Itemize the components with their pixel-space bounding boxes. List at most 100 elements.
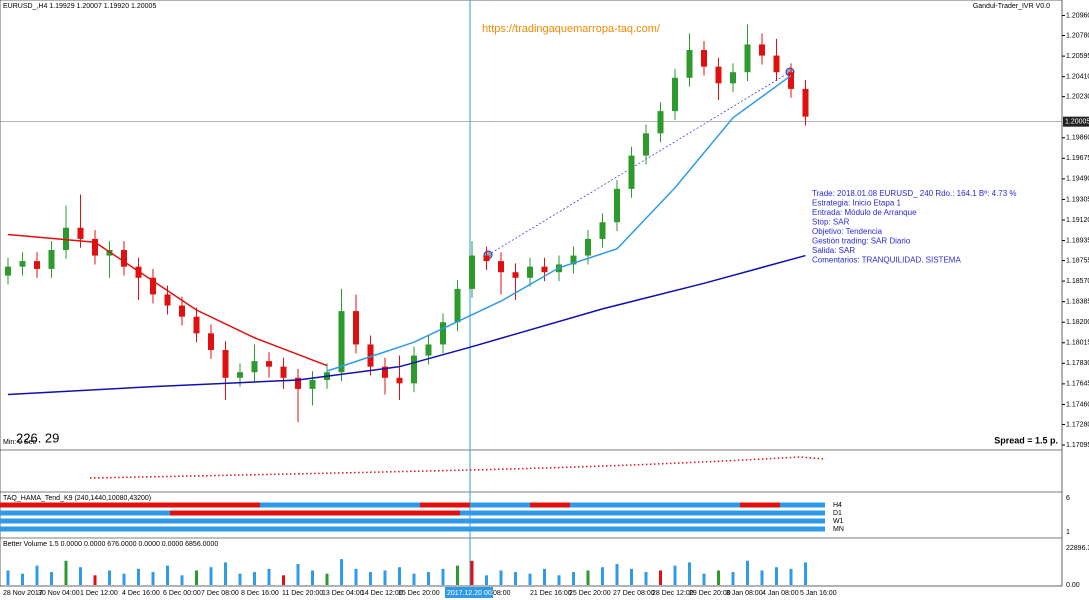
volume-bar — [804, 562, 807, 585]
y-tick-label: 1.20410 — [1066, 74, 1089, 81]
candle-body — [164, 294, 171, 306]
mtf-row-label: H4 — [833, 502, 842, 509]
candle-body — [469, 255, 475, 289]
volume-bar — [586, 570, 590, 585]
y-tick-label: 1.17830 — [1066, 360, 1089, 367]
y-tick-label: 1.17280 — [1066, 421, 1089, 428]
candle-body — [179, 305, 185, 317]
timer: Min: 0 Sec — [3, 439, 37, 446]
candle-body — [715, 66, 722, 84]
volume-bar — [441, 568, 445, 585]
time-label: 25 Dec 20:00 — [569, 590, 611, 597]
y-tick-label: 1.18570 — [1066, 278, 1089, 285]
candle-body — [92, 238, 98, 256]
y-tick-label: 1.18755 — [1066, 257, 1089, 264]
volume-bar — [369, 572, 372, 585]
candle-body — [222, 350, 229, 378]
candle-body — [498, 261, 504, 273]
candle-body — [643, 133, 649, 156]
mtf-cell — [570, 502, 740, 508]
volume-bar — [557, 575, 561, 585]
mtf-cell — [740, 502, 780, 508]
volume-bar — [137, 568, 140, 585]
candle-body — [280, 366, 287, 378]
volume-bar — [717, 570, 720, 585]
mtf-scale: 6 — [1066, 495, 1070, 502]
candle-body — [309, 380, 316, 389]
candle-body — [730, 72, 736, 84]
volume-bar — [21, 573, 24, 585]
time-label: 4 Jan 08:00 — [762, 590, 799, 597]
current-price-box — [1063, 116, 1089, 127]
time-label: 15 Dec 20:00 — [398, 590, 440, 597]
counter: 226. 29 — [16, 430, 59, 445]
time-label: 28 Dec 12:00 — [652, 590, 694, 597]
volume-bar — [6, 570, 10, 585]
candle-body — [773, 55, 780, 73]
candle-body — [744, 44, 751, 73]
y-tick-label: 1.20960 — [1066, 12, 1089, 19]
volume-bar — [151, 572, 155, 585]
mtf-title: TAQ_HAMA_Tend_K9 (240,1440,10080,43200) — [3, 495, 151, 502]
volume-bar — [775, 567, 778, 585]
url[interactable]: https://tradingaquemarropa-taq.com/ — [482, 23, 661, 35]
volume-bar — [50, 572, 53, 585]
moving-average — [7, 254, 806, 396]
volume-bar — [195, 570, 198, 585]
volume-bar — [499, 570, 503, 585]
volume-bar — [412, 573, 416, 585]
volume-bar — [644, 572, 648, 585]
volume-bar — [630, 568, 633, 585]
candle-body — [701, 50, 707, 67]
volume-bar — [572, 572, 575, 585]
y-tick-label: 1.18015 — [1066, 340, 1089, 347]
volume-bar — [93, 575, 97, 585]
time-label: 2017.12.20 00:00 — [447, 590, 502, 597]
y-tick-label: 1.19120 — [1066, 217, 1089, 224]
candle-body — [527, 266, 533, 278]
volume-bar — [470, 560, 474, 585]
volume-bar — [267, 568, 271, 585]
mtf-cell — [0, 518, 825, 524]
volume-bar — [514, 572, 517, 585]
volume-bar — [731, 572, 735, 585]
mtf-scale: 1 — [1066, 529, 1070, 536]
volume-bar — [615, 563, 619, 585]
candle-body — [266, 361, 272, 367]
y-tick-label: 1.19860 — [1066, 135, 1089, 142]
volume-bar — [224, 562, 227, 585]
crosshair-time-box — [445, 587, 493, 598]
candle-body — [338, 311, 345, 373]
mtf-row-label: W1 — [833, 518, 844, 525]
volume-bar — [166, 565, 169, 585]
mtf-cell — [0, 502, 260, 508]
mtf-cell — [530, 502, 570, 508]
time-label: 28 Nov 2017 — [3, 590, 43, 597]
trade-info: Trade: 2018.01.08 EURUSD_ 240 Rdo.: 164.… — [812, 189, 1017, 198]
time-label: 21 Dec 16:00 — [530, 590, 572, 597]
candle-body — [208, 333, 214, 350]
volume-bar — [282, 575, 285, 585]
volume-bar — [485, 575, 488, 585]
candle-body — [77, 227, 84, 239]
trade-info: Comentarios: TRANQUILIDAD. SISTEMA — [812, 256, 961, 265]
time-label: 13 Dec 04:00 — [322, 590, 364, 597]
indicator-name: Gandul-Trader_IVR V0.0 — [973, 3, 1050, 10]
time-label: 27 Dec 08:00 — [613, 590, 655, 597]
candle-body — [121, 250, 127, 267]
y-tick-label: 1.19675 — [1066, 155, 1089, 162]
time-label: 1 Dec 12:00 — [80, 590, 118, 597]
y-tick-label: 1.18385 — [1066, 299, 1089, 306]
candle-body — [425, 344, 432, 356]
volume-bar — [238, 573, 242, 585]
volume-bar — [601, 567, 604, 585]
oscillator-line — [89, 456, 826, 479]
candle-body — [251, 361, 258, 373]
trade-info: Objetivo: Tendencia — [812, 227, 883, 236]
chart-frame — [0, 0, 1063, 587]
time-label: 30 Nov 04:00 — [38, 590, 80, 597]
time-label: 3 Jan 08:00 — [726, 590, 763, 597]
candle-body — [614, 188, 620, 223]
mtf-cell — [470, 502, 530, 508]
volume-bar — [702, 573, 706, 585]
